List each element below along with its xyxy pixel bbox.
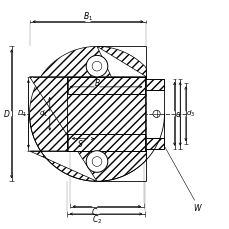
Polygon shape [29, 46, 146, 181]
Text: $d_3$: $d_3$ [185, 109, 194, 119]
Circle shape [86, 151, 107, 172]
Text: $d_1$: $d_1$ [39, 109, 48, 119]
Text: $D_1$: $D_1$ [17, 109, 27, 119]
Text: $C$: $C$ [91, 205, 98, 216]
Circle shape [86, 55, 107, 77]
Text: $W$: $W$ [193, 202, 202, 213]
Bar [146, 79, 164, 90]
Bar [66, 77, 145, 94]
Bar [146, 138, 164, 149]
Circle shape [152, 110, 160, 117]
Circle shape [92, 61, 101, 71]
Bar [66, 134, 145, 151]
Text: $S$: $S$ [77, 138, 84, 149]
Circle shape [92, 157, 101, 166]
Text: $B_1$: $B_1$ [83, 11, 93, 23]
Text: $D$: $D$ [3, 108, 10, 119]
Text: $d$: $d$ [174, 108, 181, 119]
Polygon shape [29, 46, 146, 181]
Text: $B$: $B$ [93, 77, 100, 88]
Text: $C_2$: $C_2$ [92, 214, 102, 226]
